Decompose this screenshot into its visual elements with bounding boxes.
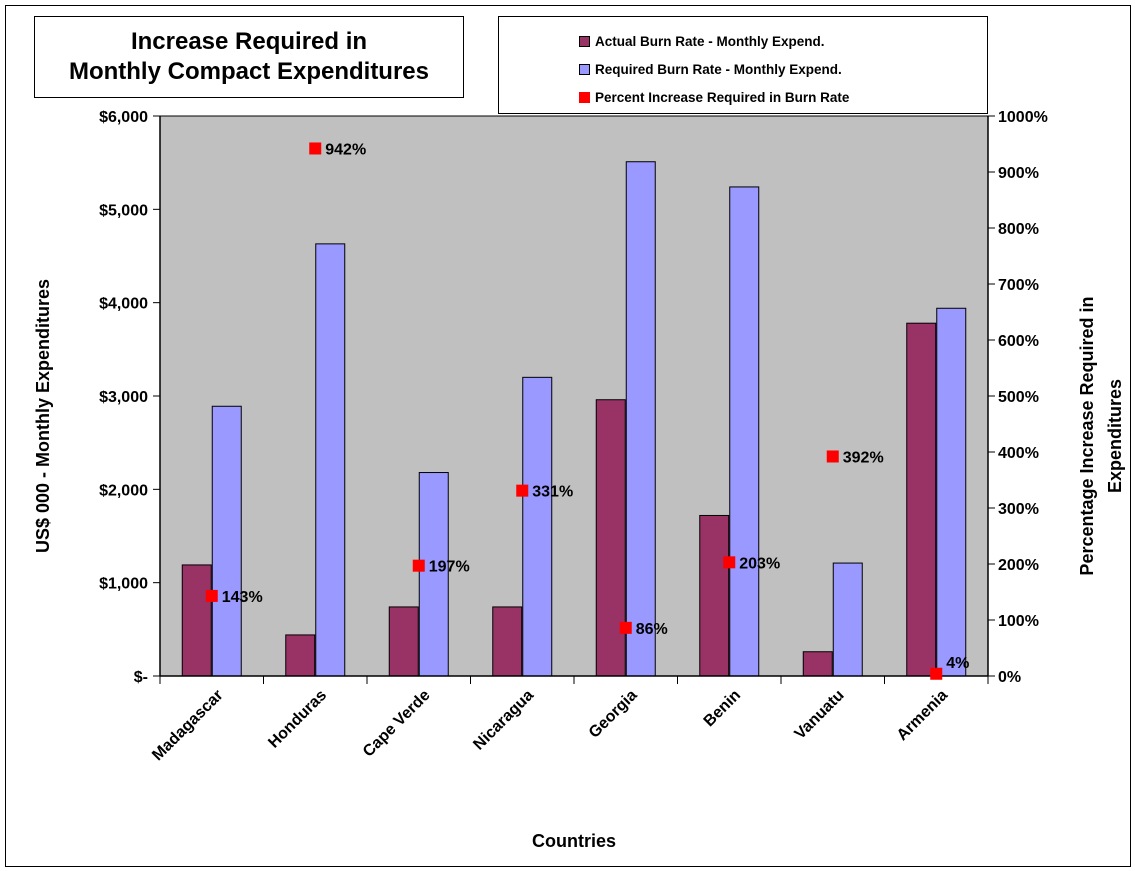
y-tick-label: $3,000 [99, 389, 148, 406]
y2-tick-label: 1000% [998, 109, 1048, 126]
category-label: Georgia [586, 687, 641, 742]
bar-actual-cape-verde [388, 606, 419, 677]
bar-required-nicaragua [522, 376, 553, 677]
category-label: Benin [701, 687, 744, 730]
bar-actual-vanuatu [802, 651, 833, 677]
legend-swatch-required [579, 63, 590, 75]
legend-item-actual: Actual Burn Rate - Monthly Expend. [579, 33, 825, 49]
legend-label-percent: Percent Increase Required in Burn Rate [595, 89, 850, 105]
data-label-percent: 86% [636, 621, 668, 638]
y2-tick-label: 0% [998, 669, 1021, 686]
data-label-percent: 942% [325, 141, 366, 158]
y2-tick-label: 900% [998, 165, 1039, 182]
marker-percent-benin [723, 556, 736, 569]
category-label: Nicaragua [470, 687, 537, 754]
y2-tick-label: 700% [998, 277, 1039, 294]
bar-actual-madagascar [181, 564, 212, 677]
y2-tick-label: 600% [998, 333, 1039, 350]
legend-label-actual: Actual Burn Rate - Monthly Expend. [595, 33, 825, 49]
legend-swatch-actual [579, 35, 590, 47]
marker-percent-vanuatu [826, 450, 839, 463]
marker-percent-cape-verde [412, 559, 425, 572]
y-axis-title: US$ 000 - Monthly Expenditures [33, 279, 53, 553]
bar-required-cape-verde [418, 472, 449, 677]
chart-title-line-1: Increase Required in [130, 28, 368, 55]
marker-percent-honduras [309, 142, 322, 155]
y2-tick-label: 100% [998, 613, 1039, 630]
data-label-percent: 197% [429, 559, 470, 576]
legend-label-required: Required Burn Rate - Monthly Expend. [595, 61, 842, 77]
y2-tick-label: 400% [998, 445, 1039, 462]
y-tick-label: $6,000 [99, 109, 148, 126]
bar-actual-benin [699, 514, 730, 677]
legend-marker-percent [579, 91, 590, 103]
marker-percent-armenia [930, 667, 943, 680]
data-label-percent: 392% [843, 449, 884, 466]
category-label: Honduras [265, 687, 330, 752]
category-label: Armenia [894, 687, 951, 744]
bar-required-madagascar [211, 405, 242, 677]
bar-actual-georgia [595, 399, 626, 677]
bar-required-benin [729, 186, 760, 677]
chart-title-line-2: Monthly Compact Expenditures [68, 58, 430, 85]
x-axis-title: Countries [532, 831, 616, 851]
y-tick-label: $- [134, 669, 148, 686]
y2-tick-label: 200% [998, 557, 1039, 574]
legend-item-required: Required Burn Rate - Monthly Expend. [579, 61, 842, 77]
category-label: Cape Verde [360, 687, 434, 761]
data-label-percent: 331% [532, 484, 573, 501]
y-tick-label: $1,000 [99, 576, 148, 593]
data-label-percent: 143% [222, 589, 263, 606]
bar-actual-honduras [285, 634, 316, 677]
chart-title: Increase Required in Monthly Compact Exp… [34, 16, 464, 98]
legend-item-percent: Percent Increase Required in Burn Rate [579, 89, 849, 105]
legend: Actual Burn Rate - Monthly Expend. Requi… [498, 16, 988, 114]
y2-tick-label: 800% [998, 221, 1039, 238]
y-tick-label: $5,000 [99, 202, 148, 219]
bar-required-honduras [315, 243, 346, 677]
y-tick-label: $2,000 [99, 482, 148, 499]
data-label-percent: 4% [946, 655, 969, 672]
y2-axis-title-line-1: Percentage Increase Required in [1077, 296, 1097, 575]
category-label: Vanuatu [792, 687, 848, 743]
data-label-percent: 203% [739, 555, 780, 572]
marker-percent-madagascar [205, 589, 218, 602]
plot-area [160, 116, 988, 676]
category-label: Madagascar [149, 687, 226, 764]
bar-required-vanuatu [832, 562, 863, 677]
y2-axis-title-line-2: Expenditures [1105, 379, 1125, 493]
y-tick-label: $4,000 [99, 296, 148, 313]
marker-percent-georgia [619, 621, 632, 634]
bar-required-armenia [936, 307, 967, 677]
y2-tick-label: 300% [998, 501, 1039, 518]
marker-percent-nicaragua [516, 484, 529, 497]
bar-actual-nicaragua [492, 606, 523, 677]
bar-required-georgia [625, 161, 656, 677]
bar-actual-armenia [906, 322, 937, 677]
y2-tick-label: 500% [998, 389, 1039, 406]
